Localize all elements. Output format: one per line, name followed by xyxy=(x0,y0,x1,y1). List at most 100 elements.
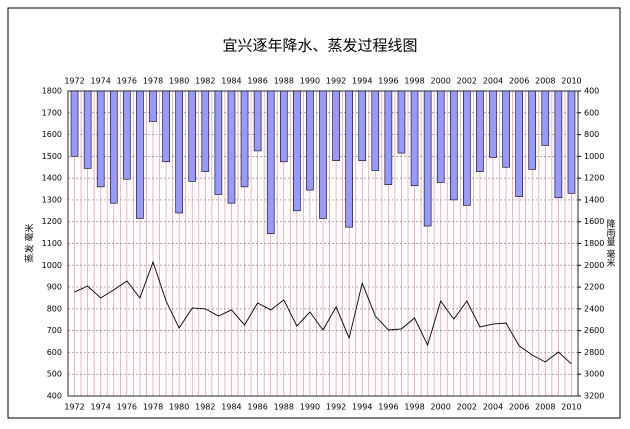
x-tick-label-top: 2008 xyxy=(535,77,555,86)
x-tick-label: 1972 xyxy=(64,403,84,412)
chart-frame xyxy=(7,7,621,419)
x-tick-label: 1994 xyxy=(352,403,372,412)
x-tick-label-top: 1990 xyxy=(300,77,320,86)
x-tick-label: 1998 xyxy=(404,403,424,412)
x-tick-label: 2004 xyxy=(483,403,503,412)
x-tick-label-top: 2000 xyxy=(431,77,451,86)
bar xyxy=(528,90,537,170)
x-tick-label-top: 1996 xyxy=(378,77,398,86)
y-tick-label: 1400 xyxy=(42,174,62,183)
bar xyxy=(515,90,523,197)
x-tick-label: 1976 xyxy=(117,403,137,412)
x-tick-label-top: 1988 xyxy=(274,77,294,86)
y-tick-label: 800 xyxy=(47,304,62,313)
y2-tick-label: 3200 xyxy=(584,392,604,401)
chart-title: 宜兴逐年降水、蒸发过程线图 xyxy=(222,37,417,55)
x-tick-label-top: 1984 xyxy=(221,77,241,86)
bar xyxy=(214,90,223,195)
bar xyxy=(567,90,576,194)
bar xyxy=(109,90,118,204)
bar xyxy=(463,90,471,206)
y2-tick-label: 1800 xyxy=(584,239,604,248)
bar xyxy=(489,90,497,158)
y2-tick-label: 1600 xyxy=(584,217,604,226)
bar xyxy=(266,90,275,234)
x-tick-label-top: 2004 xyxy=(483,77,503,86)
y2-tick-label: 600 xyxy=(584,108,599,117)
y2-axis-label: 降雨量 毫米 xyxy=(605,218,616,268)
x-tick-label: 2008 xyxy=(535,403,555,412)
bar xyxy=(449,90,458,201)
x-tick-label: 1974 xyxy=(91,403,111,412)
bar xyxy=(96,90,105,188)
x-tick-label-top: 1972 xyxy=(64,77,84,86)
y-tick-label: 1000 xyxy=(42,261,62,270)
y-tick-label: 900 xyxy=(47,283,62,292)
y-tick-label: 500 xyxy=(47,370,62,379)
bar xyxy=(293,90,301,212)
x-tick-label: 2006 xyxy=(509,403,529,412)
y2-tick-label: 800 xyxy=(584,130,599,139)
bar xyxy=(188,90,197,182)
bar xyxy=(345,90,353,228)
bar xyxy=(162,90,170,163)
x-tick-label: 2002 xyxy=(457,403,477,412)
y-tick-label: 1300 xyxy=(42,195,62,204)
x-tick-label: 1982 xyxy=(195,403,215,412)
y2-tick-label: 2800 xyxy=(584,348,604,357)
y2-tick-label: 2200 xyxy=(584,283,604,292)
bar xyxy=(253,90,262,152)
bar xyxy=(397,90,406,154)
y-tick-label: 1800 xyxy=(42,87,62,96)
x-tick-label: 2010 xyxy=(561,403,581,412)
x-tick-label: 1996 xyxy=(378,403,398,412)
bar xyxy=(410,90,419,187)
bar xyxy=(227,90,236,204)
x-tick-label-top: 1982 xyxy=(195,77,215,86)
y2-tick-label: 1400 xyxy=(584,195,604,204)
y2-tick-label: 3000 xyxy=(584,370,604,379)
bar xyxy=(476,90,484,172)
y-tick-label: 1700 xyxy=(42,108,62,117)
line xyxy=(74,260,572,365)
bar xyxy=(384,90,393,185)
y-tick-label: 1100 xyxy=(42,239,62,248)
y-axis-label: 蒸发 毫米 xyxy=(24,224,36,263)
x-tick-label-top: 1978 xyxy=(143,77,163,86)
bar xyxy=(149,90,157,122)
bar xyxy=(240,90,249,188)
x-tick-label-top: 1998 xyxy=(404,77,424,86)
bar xyxy=(541,90,550,146)
bar xyxy=(358,90,367,162)
bar xyxy=(175,90,183,214)
bar xyxy=(554,90,563,199)
y-tick-label: 400 xyxy=(47,392,62,401)
y-tick-label: 1600 xyxy=(42,130,62,139)
y2-tick-label: 400 xyxy=(584,87,599,96)
bar xyxy=(83,90,92,169)
x-tick-label: 1988 xyxy=(274,403,294,412)
y-tick-label: 1500 xyxy=(42,152,62,161)
y-tick-label: 600 xyxy=(47,348,62,357)
x-tick-label-top: 2006 xyxy=(509,77,529,86)
x-tick-label-top: 1980 xyxy=(169,77,189,86)
y-tick-label: 700 xyxy=(47,326,62,335)
bar xyxy=(502,90,510,168)
bar xyxy=(436,90,445,183)
bar xyxy=(371,90,380,171)
x-tick-label: 1992 xyxy=(326,403,346,412)
bar xyxy=(201,90,210,172)
y2-tick-label: 1000 xyxy=(584,152,604,161)
y2-tick-label: 2000 xyxy=(584,261,604,270)
x-tick-label-top: 1976 xyxy=(117,77,137,86)
x-tick-label: 2000 xyxy=(431,403,451,412)
y2-tick-label: 1200 xyxy=(584,174,604,183)
x-tick-label-top: 1992 xyxy=(326,77,346,86)
x-tick-label-top: 2010 xyxy=(561,77,581,86)
y2-tick-label: 2600 xyxy=(584,326,604,335)
x-tick-label-top: 2002 xyxy=(457,77,477,86)
y-tick-label: 1200 xyxy=(42,217,62,226)
bar xyxy=(123,90,131,180)
